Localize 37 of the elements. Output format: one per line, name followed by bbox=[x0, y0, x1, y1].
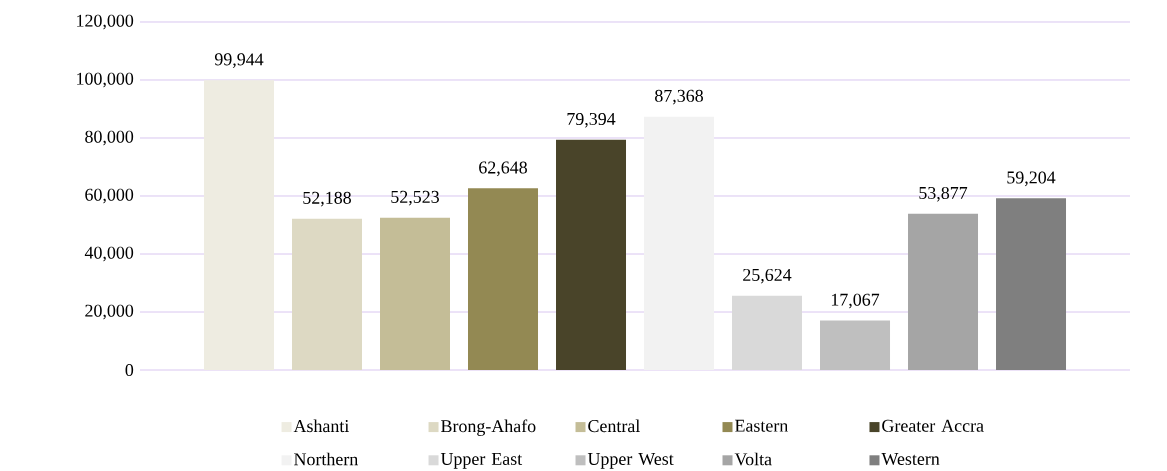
legend-label: Northern bbox=[294, 452, 359, 466]
bar bbox=[732, 295, 803, 370]
y-tick-label: 80,000 bbox=[85, 130, 134, 146]
legend-label: Ashanti bbox=[293, 419, 349, 433]
legend-label: Upper East bbox=[440, 453, 523, 469]
data-label: 87,368 bbox=[655, 89, 703, 105]
bar bbox=[908, 213, 979, 370]
bar bbox=[820, 320, 891, 370]
legend-label: Upper West bbox=[587, 453, 674, 469]
y-tick-label: 60,000 bbox=[85, 188, 134, 204]
data-label: 25,624 bbox=[743, 268, 792, 284]
data-label: 62,648 bbox=[479, 161, 527, 177]
data-label: 59,204 bbox=[1007, 171, 1056, 187]
data-label: 53,877 bbox=[919, 186, 968, 202]
data-label: 17,067 bbox=[831, 293, 880, 309]
legend-label: Brong-Ahafo bbox=[441, 419, 536, 436]
bar bbox=[644, 116, 715, 370]
bar bbox=[556, 139, 627, 370]
y-tick-label: 120,000 bbox=[77, 14, 134, 30]
legend-label: Volta bbox=[734, 452, 772, 466]
data-label: 79,394 bbox=[567, 112, 616, 128]
legend-label: Greater Accra bbox=[882, 419, 984, 432]
y-tick-label: 0 bbox=[125, 363, 134, 377]
legend-label: Central bbox=[588, 419, 640, 433]
bar bbox=[204, 80, 274, 370]
y-tick-label: 100,000 bbox=[77, 72, 134, 88]
legend-label: Eastern bbox=[735, 419, 788, 432]
bar bbox=[996, 198, 1067, 370]
bar bbox=[292, 218, 362, 370]
data-label: 52,188 bbox=[303, 191, 351, 207]
data-label: 99,944 bbox=[214, 53, 264, 68]
bar bbox=[380, 217, 450, 370]
data-label: 52,523 bbox=[391, 190, 439, 206]
y-tick-label: 40,000 bbox=[84, 246, 134, 262]
legend-label: Western bbox=[881, 453, 940, 466]
bar bbox=[468, 188, 539, 370]
y-tick-label: 20,000 bbox=[85, 304, 134, 320]
